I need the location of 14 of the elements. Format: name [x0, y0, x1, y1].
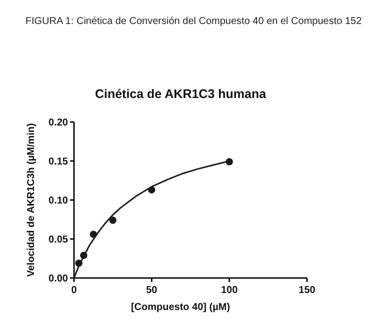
y-tick-label: 0.00 [48, 274, 68, 284]
x-axis-title: [Compuesto 40] (µM) [130, 302, 230, 313]
y-tick-label: 0.20 [48, 118, 68, 128]
y-tick-label: 0.10 [48, 196, 68, 206]
chart-subtitle: FIGURA 1: Cinética de Conversión del Compuesto 40 en el Compuesto 152 [25, 16, 362, 27]
x-tick-label: 150 [298, 285, 316, 296]
y-tick-label: 0.05 [48, 234, 68, 246]
y-tick-label: 0.15 [48, 156, 68, 168]
x-tick-label: 100 [220, 285, 238, 296]
x-tick-label: 0 [71, 285, 78, 296]
y-axis-title: Velocidad de AKR1C3h (µM/min) [26, 123, 37, 277]
point [109, 216, 116, 224]
chart-title: Cinética de AKR1C3 humana [94, 87, 268, 101]
x-tick-label: 50 [146, 285, 158, 296]
